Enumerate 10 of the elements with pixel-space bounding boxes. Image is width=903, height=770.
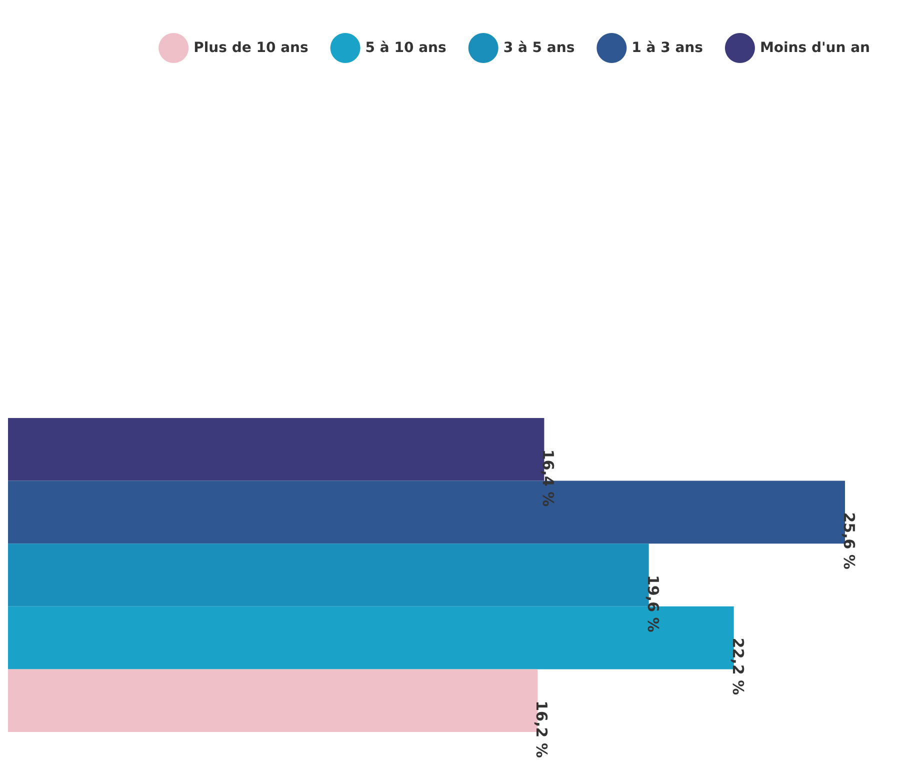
legend-label: 1 à 3 ans — [632, 40, 703, 56]
legend-label: 5 à 10 ans — [365, 40, 446, 56]
data-label: 19,6 % — [644, 575, 662, 632]
legend-label: Plus de 10 ans — [194, 40, 308, 56]
data-label: 16,4 % — [539, 449, 558, 507]
data-label: 25,6 % — [840, 512, 858, 570]
legend-label: 3 à 5 ans — [503, 40, 575, 56]
data-label: 16,2 % — [532, 700, 551, 758]
legend-label: Moins d'un an — [760, 40, 870, 56]
data-label: 22,2 % — [728, 638, 747, 696]
